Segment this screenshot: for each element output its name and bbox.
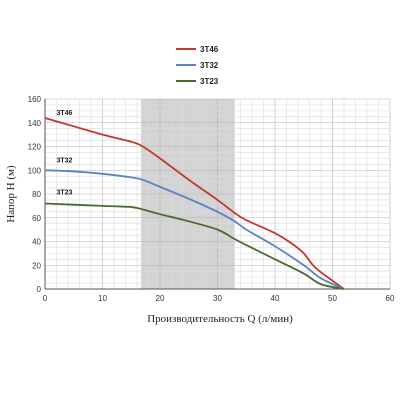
y-tick-label: 80	[32, 190, 41, 199]
x-tick-label: 30	[213, 294, 222, 303]
y-tick-label: 140	[28, 119, 42, 128]
x-tick-label: 50	[328, 294, 337, 303]
legend-label-3t32: 3T32	[200, 61, 219, 70]
series-line-3t46	[44, 117, 345, 290]
y-tick-label: 120	[28, 143, 42, 152]
series-label-3t46: 3T46	[57, 110, 73, 117]
series-label-3t32: 3T32	[57, 157, 73, 164]
series-label-3t23: 3T23	[57, 190, 73, 197]
x-tick-label: 10	[98, 294, 107, 303]
series-line-3t23	[44, 202, 345, 290]
x-tick-label: 20	[156, 294, 165, 303]
x-axis-title: Производительность Q (л/мин)	[147, 313, 293, 325]
y-tick-label: 0	[37, 285, 42, 294]
y-tick-label: 100	[28, 166, 42, 175]
y-tick-label: 40	[32, 238, 41, 247]
x-tick-label: 0	[43, 294, 48, 303]
y-tick-label: 20	[32, 261, 41, 270]
legend-label-3t23: 3T23	[200, 77, 219, 86]
series-line-3t32	[44, 169, 345, 290]
y-tick-label: 60	[32, 214, 41, 223]
x-tick-label: 60	[386, 294, 395, 303]
y-tick-label: 160	[28, 95, 42, 104]
y-axis-title: Напор H (м)	[5, 165, 17, 223]
legend-label-3t46: 3T46	[200, 45, 219, 54]
x-tick-label: 40	[271, 294, 280, 303]
